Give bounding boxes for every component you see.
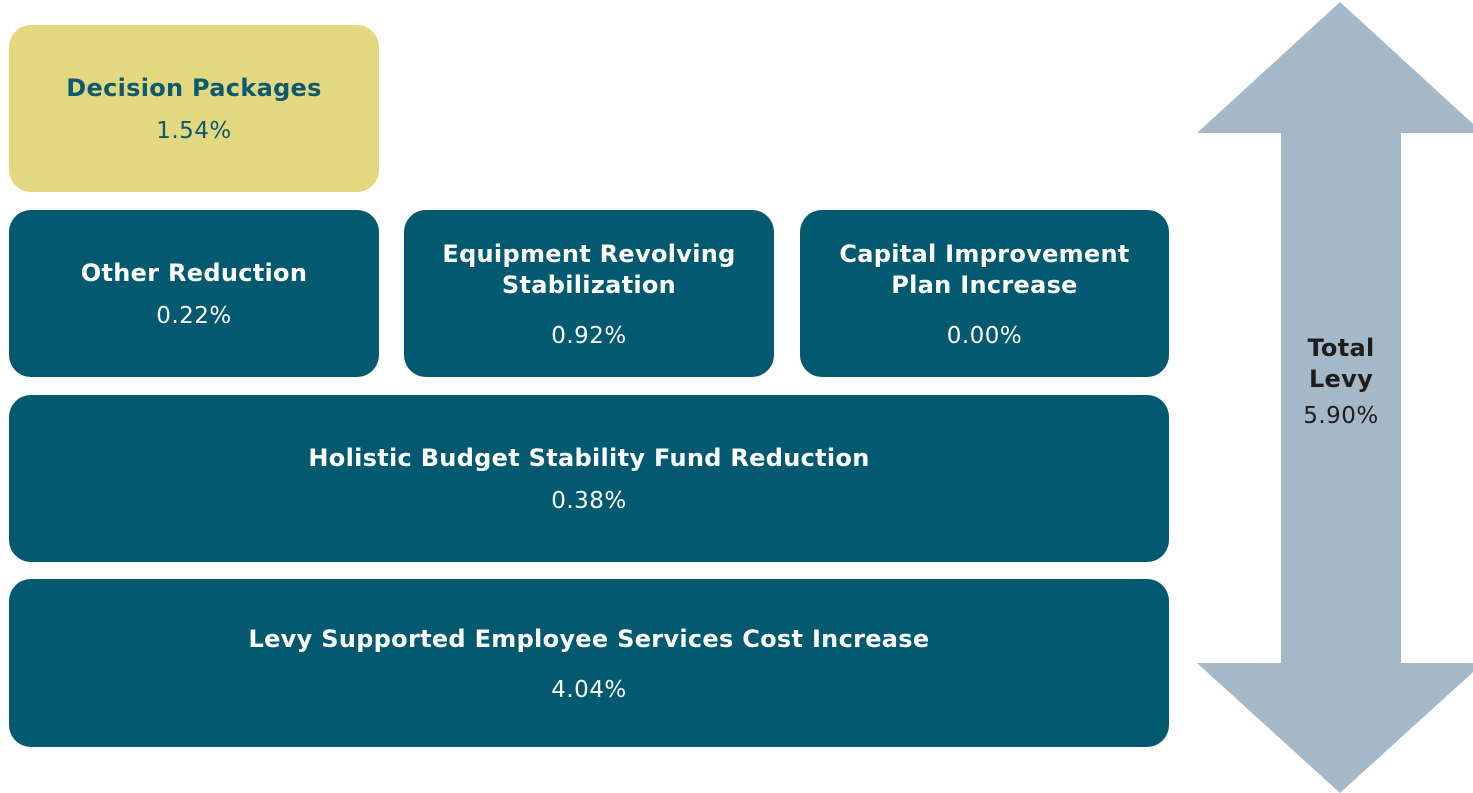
double-arrow bbox=[1197, 2, 1473, 793]
box-value: 0.00% bbox=[946, 322, 1023, 349]
box: Levy Supported Employee Services Cost In… bbox=[9, 579, 1169, 747]
box-label: Equipment Revolving Stabilization bbox=[442, 239, 736, 299]
box-label: Holistic Budget Stability Fund Reduction bbox=[308, 444, 870, 472]
box-value: 0.22% bbox=[156, 303, 232, 329]
box-value: 1.54% bbox=[156, 118, 232, 144]
total-label: Total Levy bbox=[1307, 334, 1375, 393]
box-value: 0.92% bbox=[551, 322, 627, 349]
box: Equipment Revolving Stabilization 0.92% bbox=[404, 210, 774, 377]
box: Holistic Budget Stability Fund Reduction… bbox=[9, 395, 1169, 562]
box-label: Decision Packages bbox=[66, 74, 322, 102]
box-value: 0.38% bbox=[551, 488, 627, 514]
box-label: Capital Improvement Plan Increase bbox=[839, 239, 1130, 299]
total-value: 5.90% bbox=[1303, 403, 1379, 429]
total: Total Levy 5.90% bbox=[1276, 333, 1406, 429]
box-label: Other Reduction bbox=[80, 259, 308, 287]
box-label: Levy Supported Employee Services Cost In… bbox=[248, 624, 930, 653]
box: Other Reduction 0.22% bbox=[9, 210, 379, 377]
box: Capital Improvement Plan Increase 0.00% bbox=[800, 210, 1169, 377]
box: Decision Packages 1.54% bbox=[9, 25, 379, 192]
box-value: 4.04% bbox=[551, 676, 627, 703]
